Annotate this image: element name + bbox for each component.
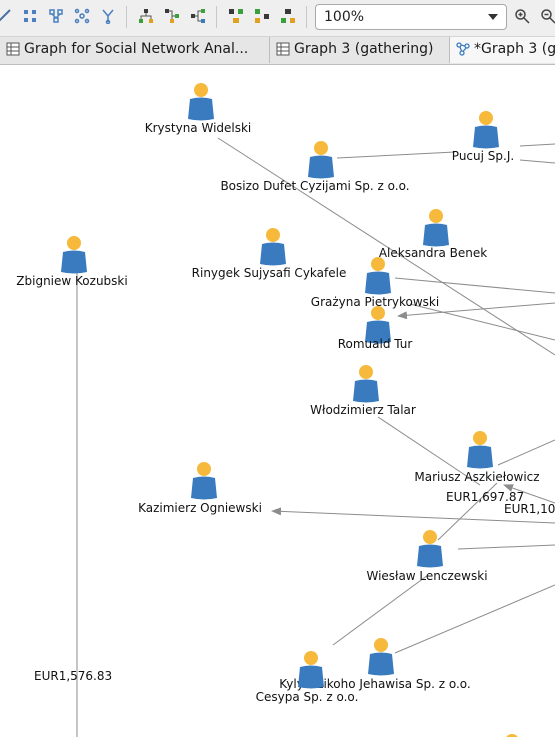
edge[interactable]: [457, 544, 555, 550]
person-icon: [353, 365, 379, 403]
node-label-krystyna-widelski: Krystyna Widelski: [144, 121, 252, 135]
node-label-kazimierz-ogniewski: Kazimierz Ogniewski: [138, 501, 262, 515]
node-label-rinygek-sujysafi: Rinygek Sujysafi Cykafele: [191, 266, 347, 280]
person-icon: [467, 431, 493, 469]
edge[interactable]: [394, 277, 555, 294]
edge[interactable]: [519, 159, 555, 164]
toolbar-separator: [216, 6, 217, 28]
table-icon: [276, 42, 290, 56]
person-node-wieslaw-lenczewski[interactable]: [415, 529, 445, 569]
node-label-wieslaw-lenczewski: Wiesław Lenczewski: [366, 569, 488, 583]
person-icon: [417, 530, 443, 568]
person-node-grazyna-pietrykowski[interactable]: [363, 256, 393, 296]
node-label-kylyd-zikoho: Kylyd Zikoho Jehawisa Sp. z o.o.: [279, 677, 471, 691]
zoom-out-icon[interactable]: [538, 6, 555, 26]
person-node-zbigniew-kozubski[interactable]: [59, 235, 89, 275]
tab-label: *Graph 3 (g: [474, 41, 555, 57]
person-icon: [308, 141, 334, 179]
node-label-mariusz-askielowicz: Mariusz Aszkiełowicz: [414, 470, 540, 484]
node-label-romuald-tur: Romuald Tur: [337, 337, 413, 351]
node-label-zbigniew-kozubski: Zbigniew Kozubski: [16, 274, 128, 288]
hierarchy-compact-icon[interactable]: [188, 6, 208, 26]
amount-label-1: EUR1,697.87: [446, 490, 525, 504]
person-icon: [61, 236, 87, 274]
node-label-aleksandra-benek: Aleksandra Benek: [378, 246, 488, 260]
table-icon: [6, 42, 20, 56]
toolbar-separator: [306, 6, 307, 28]
chevron-down-icon[interactable]: [480, 5, 506, 29]
person-icon: [191, 462, 217, 500]
amount-label-2: EUR1,10: [504, 502, 555, 516]
person-node-offscreen-node[interactable]: [497, 733, 527, 737]
align-alt-icon[interactable]: [252, 6, 272, 26]
radial-layout-icon[interactable]: [72, 6, 92, 26]
person-node-aleksandra-benek[interactable]: [421, 208, 451, 248]
person-icon: [188, 83, 214, 121]
zoom-select[interactable]: 100%: [315, 4, 507, 30]
edge[interactable]: [497, 439, 555, 466]
toolbar-separator: [126, 6, 127, 28]
person-node-bosizo-dufet[interactable]: [306, 140, 336, 180]
person-icon: [506, 734, 518, 737]
tree-layout-icon[interactable]: [46, 6, 66, 26]
person-icon: [423, 209, 449, 247]
edge[interactable]: [332, 574, 429, 646]
person-node-wlodzimierz-talar[interactable]: [351, 364, 381, 404]
person-icon: [365, 306, 391, 344]
tab-label: Graph 3 (gathering): [294, 41, 434, 57]
edge[interactable]: [437, 482, 498, 541]
person-icon: [260, 228, 286, 266]
edge[interactable]: [336, 151, 456, 159]
tab-graph-3-gathering[interactable]: Graph 3 (gathering): [270, 37, 450, 63]
node-label-bosizo-dufet: Bosizo Dufet Cyzijami Sp. z o.o.: [220, 179, 410, 193]
edges-layer: [73, 137, 555, 737]
editor-tabs: Graph for Social Network Anal... Graph 3…: [0, 37, 555, 65]
person-node-krystyna-widelski[interactable]: [186, 82, 216, 122]
graph-canvas[interactable]: Krystyna Widelski Pucuj Sp.J. Bosizo Dufet…: [0, 65, 555, 737]
edge[interactable]: [397, 302, 555, 320]
node-label-pucuj-sp-j: Pucuj Sp.J.: [451, 149, 515, 163]
edge[interactable]: [271, 507, 555, 524]
zoom-in-icon[interactable]: [512, 6, 532, 26]
hierarchy-icon[interactable]: [136, 6, 156, 26]
node-label-cesypa-sp: Cesypa Sp. z o.o.: [255, 690, 359, 704]
tab-graph-3-active[interactable]: *Graph 3 (g: [450, 37, 555, 63]
node-label-grazyna-pietrykowski: Grażyna Pietrykowski: [310, 295, 440, 309]
graph-icon: [456, 42, 470, 56]
edge[interactable]: [217, 137, 555, 356]
align-icon[interactable]: [226, 6, 246, 26]
layout-icon[interactable]: [0, 6, 14, 26]
edge[interactable]: [503, 484, 555, 504]
branch-icon[interactable]: [98, 6, 118, 26]
align-compact-icon[interactable]: [278, 6, 298, 26]
grid-layout-icon[interactable]: [20, 6, 40, 26]
person-icon: [298, 651, 324, 689]
person-node-mariusz-askielowicz[interactable]: [465, 430, 495, 470]
person-icon: [365, 257, 391, 295]
tab-graph-sna[interactable]: Graph for Social Network Anal...: [0, 37, 270, 63]
toolbar: 100%: [0, 0, 555, 37]
person-node-kazimierz-ogniewski[interactable]: [189, 461, 219, 501]
person-node-romuald-tur[interactable]: [363, 305, 393, 345]
person-node-kylyd-zikoho[interactable]: [366, 637, 396, 677]
person-node-pucuj-sp-j[interactable]: [471, 110, 501, 150]
zoom-value: 100%: [324, 9, 365, 25]
tab-label: Graph for Social Network Anal...: [24, 41, 249, 57]
hierarchy-alt-icon[interactable]: [162, 6, 182, 26]
edge[interactable]: [377, 416, 481, 486]
person-icon: [473, 111, 499, 149]
edge[interactable]: [394, 584, 555, 654]
edge[interactable]: [519, 143, 555, 147]
amount-label-3: EUR1,576.83: [34, 669, 113, 683]
edge[interactable]: [409, 303, 555, 341]
person-icon: [368, 638, 394, 676]
person-node-rinygek-sujysafi[interactable]: [258, 227, 288, 267]
node-label-wlodzimierz-talar: Włodzimierz Talar: [310, 403, 416, 417]
person-node-cesypa-sp[interactable]: [296, 650, 326, 690]
